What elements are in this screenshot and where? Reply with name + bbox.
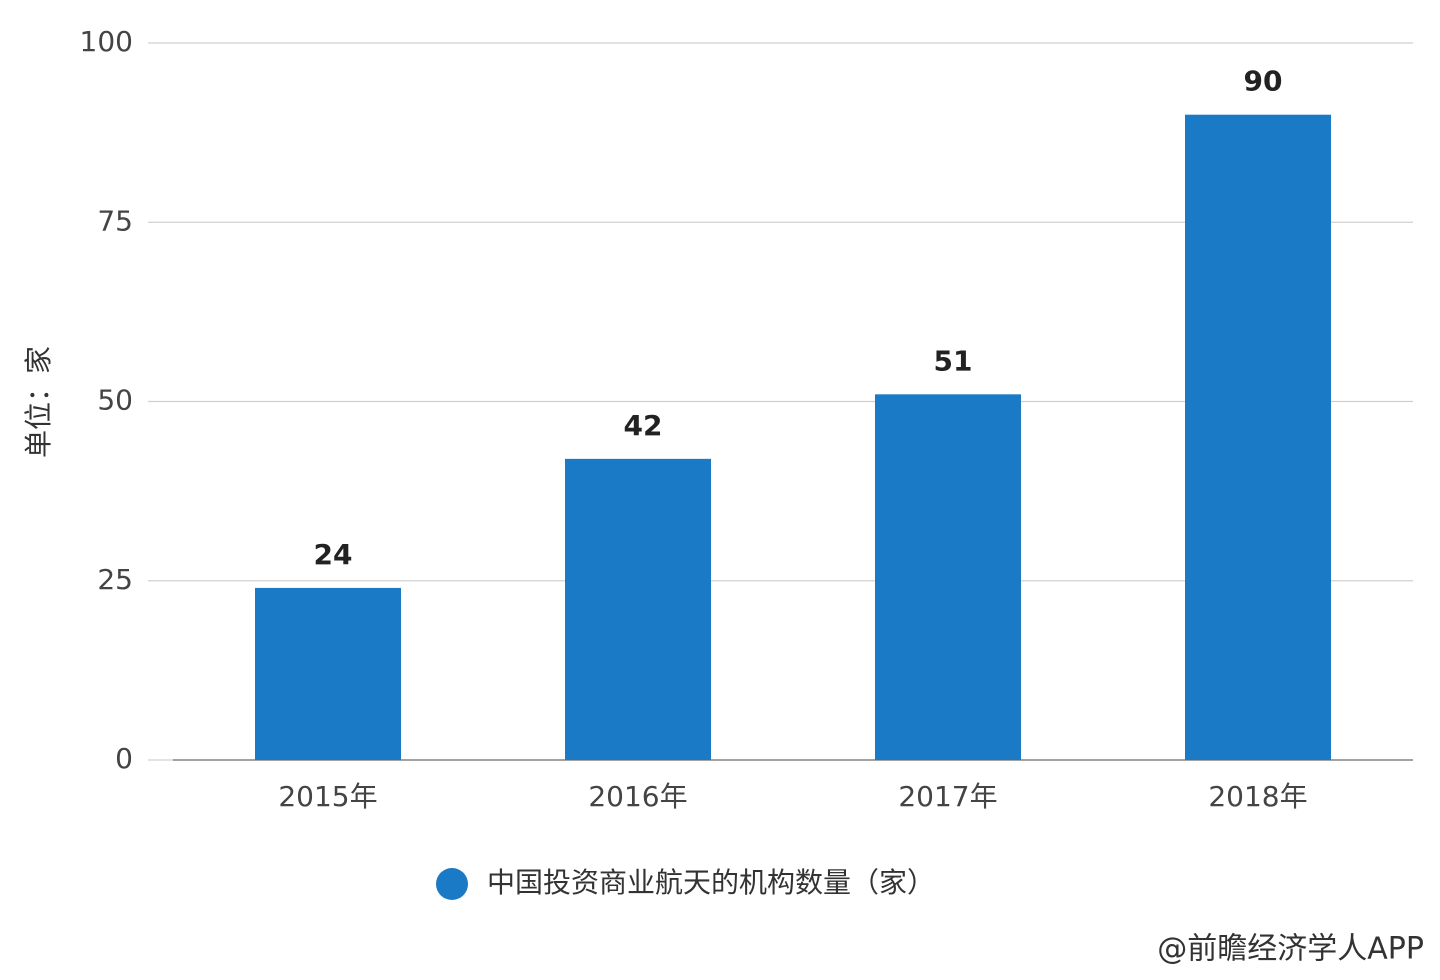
value-label: 24 xyxy=(314,538,353,571)
value-label: 90 xyxy=(1244,65,1283,98)
legend-swatch xyxy=(436,868,468,900)
x-tick-label: 2016年 xyxy=(588,780,687,813)
y-tick-label: 0 xyxy=(115,742,133,775)
bar xyxy=(255,587,401,760)
bar xyxy=(875,394,1021,760)
x-tick-label: 2015年 xyxy=(278,780,377,813)
x-tick-label: 2018年 xyxy=(1208,780,1307,813)
source: @前瞻经济学人APP xyxy=(1157,932,1424,967)
y-tick-label: 50 xyxy=(97,384,133,417)
value-label: 42 xyxy=(624,409,663,442)
y-tick-label: 75 xyxy=(97,204,133,237)
bar xyxy=(1185,114,1331,760)
y-axis-label: 单位：家 xyxy=(22,346,55,458)
value-label: 51 xyxy=(934,344,973,377)
y-tick-label: 100 xyxy=(80,25,133,58)
y-tick-label: 25 xyxy=(97,563,133,596)
x-tick-label: 2017年 xyxy=(898,780,997,813)
bar xyxy=(565,458,711,760)
legend-label: 中国投资商业航天的机构数量（家） xyxy=(487,866,935,899)
